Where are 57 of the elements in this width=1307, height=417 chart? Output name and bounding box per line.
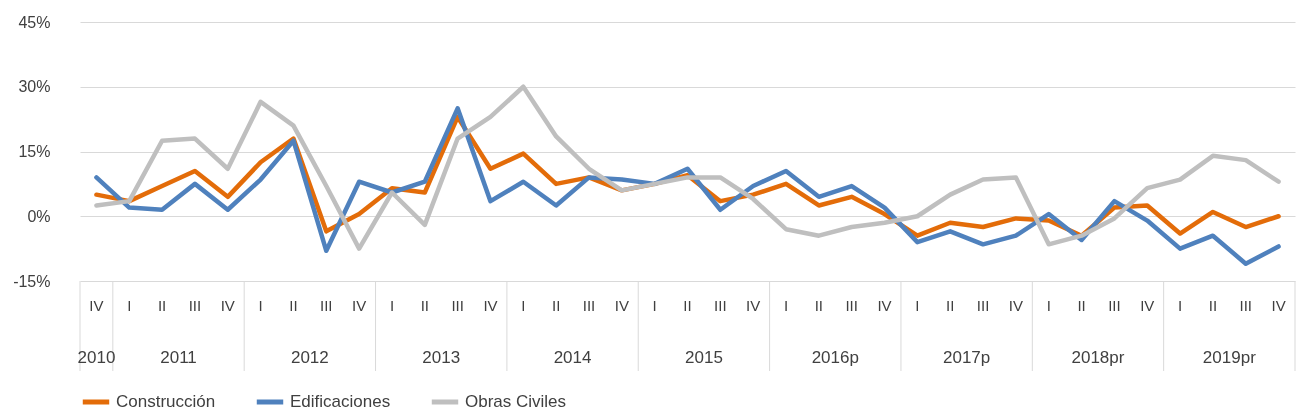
text: 2012 [290, 348, 329, 367]
x-tick-label: IV [614, 297, 629, 314]
x-tick-label: I [258, 297, 263, 314]
x-tick-label: I [1046, 297, 1051, 314]
line-series [94, 106, 1281, 266]
x-tick-label: I [915, 297, 920, 314]
x-tick-label: II [946, 297, 955, 314]
x-tick-label: II [420, 297, 429, 314]
text: 2010 [77, 348, 116, 367]
text: 2016p [811, 348, 859, 367]
y-tick-label: 30% [18, 78, 51, 96]
y-tick-label: -15% [13, 272, 51, 290]
x-tick-label: IV [1140, 297, 1155, 314]
legend-label: Construcción [116, 392, 216, 411]
x-tick-label: II [1208, 297, 1218, 314]
x-tick-label: II [814, 297, 824, 314]
x-tick-label: IV [877, 297, 892, 314]
x-tick-label: I [652, 297, 657, 314]
x-tick-label: II [1077, 297, 1086, 314]
text: 2011 [160, 348, 197, 367]
x-tick-label: IV [1271, 297, 1286, 314]
x-tick-label: III [320, 297, 333, 314]
text: 2014 [553, 348, 592, 367]
x-tick-label: III [714, 297, 727, 314]
x-tick-label: II [289, 297, 298, 314]
x-tick-label: IV [220, 297, 235, 314]
x-tick-label: III [1108, 297, 1121, 314]
x-tick-label: IV [352, 297, 367, 314]
x-tick-label: I [783, 297, 789, 314]
x-tick-label: I [521, 297, 526, 314]
text: 2018pr [1071, 348, 1125, 367]
x-tick-label: I [127, 297, 132, 314]
legend-label: Obras Civiles [465, 392, 567, 411]
x-tick-label: II [157, 297, 167, 314]
x-tick-label: III [845, 297, 858, 314]
x-tick-label: III [1239, 297, 1252, 314]
x-tick-label: I [1177, 297, 1183, 314]
y-tick-label: 0% [27, 207, 51, 225]
x-tick-label: II [683, 297, 692, 314]
y-tick-label: 45% [18, 13, 51, 31]
x-tick-label: III [582, 297, 596, 314]
x-tick-label: IV [746, 297, 761, 314]
x-tick-label: III [451, 297, 464, 314]
x-tick-label: II [551, 297, 561, 314]
x-tick-label: IV [1008, 297, 1023, 314]
legend-label: Edificaciones [290, 392, 391, 411]
x-tick-label: III [976, 297, 990, 314]
text: 2015 [685, 348, 723, 367]
x-tick-label: IV [483, 297, 498, 314]
text: 2019pr [1202, 348, 1257, 367]
y-tick-label: 15% [18, 143, 51, 160]
text: 2013 [422, 348, 461, 367]
x-tick-label: III [188, 297, 202, 314]
line-series [94, 84, 1281, 251]
text: 2017p [942, 348, 991, 367]
x-tick-label: I [389, 297, 395, 314]
x-tick-label: IV [89, 297, 104, 314]
